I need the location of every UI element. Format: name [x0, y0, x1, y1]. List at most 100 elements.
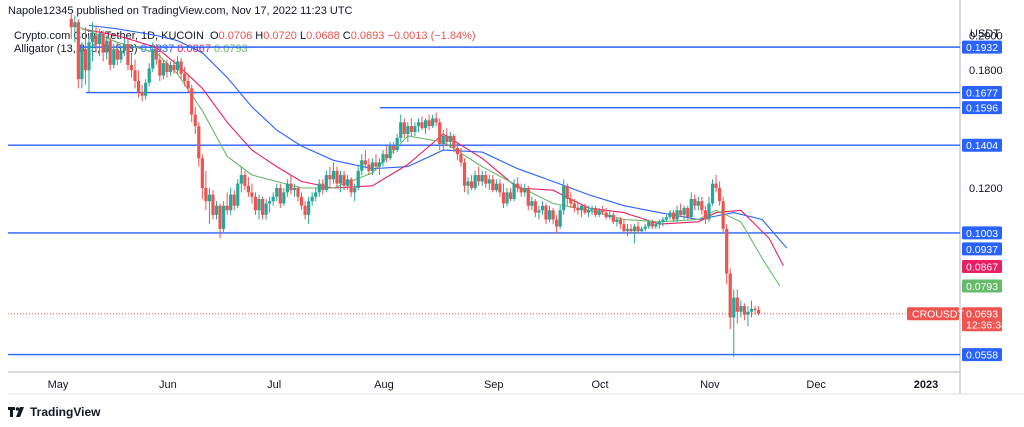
level-badge-bg	[962, 138, 1002, 152]
candle-body	[129, 64, 134, 71]
candle-body	[696, 201, 700, 206]
candle-body	[200, 158, 204, 188]
currency-label: USDT	[970, 28, 1000, 40]
candle-body	[661, 219, 665, 222]
candle-body	[700, 201, 704, 211]
candle-body	[533, 201, 537, 213]
candle-body	[144, 82, 148, 96]
tradingview-brand: TradingView	[30, 405, 101, 419]
candle-body	[604, 212, 608, 218]
candle-body	[452, 135, 456, 149]
symbol-name[interactable]: Crypto.com Coin / Tether, 1D, KUCOIN	[14, 30, 204, 42]
candle-body	[356, 170, 360, 188]
candle-body	[285, 183, 289, 193]
candle-body	[307, 201, 311, 215]
last-price-badge-bg	[962, 307, 1002, 332]
x-tick-label: Jun	[159, 379, 177, 391]
candle-body	[601, 210, 605, 213]
candle-body	[664, 217, 669, 220]
indicator-badge-bg	[962, 242, 1002, 256]
candle-body	[204, 187, 208, 202]
candle-body	[346, 179, 350, 186]
candle-body	[303, 205, 307, 215]
candle-body	[190, 88, 194, 115]
candle-body	[98, 33, 102, 45]
candle-body	[462, 162, 467, 186]
candle-body	[707, 203, 711, 220]
y-tick-label: 0.2000	[969, 31, 1003, 43]
candle-body	[647, 221, 651, 227]
candle-body	[349, 179, 353, 193]
candle-body	[229, 194, 233, 211]
candle-body	[735, 297, 739, 312]
candle-body	[505, 192, 509, 204]
candle-body	[756, 310, 761, 314]
candle-body	[83, 49, 88, 71]
candle-body	[296, 187, 300, 197]
candle-body	[455, 148, 460, 155]
candle-body	[207, 194, 212, 202]
candle-body	[87, 42, 91, 71]
candle-body	[530, 201, 534, 206]
candle-body	[732, 297, 736, 318]
candle-body	[494, 183, 498, 191]
symbol-tag-text: CROUSDT	[912, 309, 965, 321]
candle-body	[239, 175, 243, 184]
candle-body	[165, 63, 169, 73]
candle-body	[384, 154, 389, 159]
ohlc-close-label: C	[342, 30, 351, 42]
candle-body	[498, 183, 502, 193]
candle-body	[611, 214, 615, 222]
candle-body	[367, 164, 371, 171]
level-badge-text: 0.1932	[966, 42, 998, 54]
candle-body	[193, 114, 197, 127]
candle-body	[597, 210, 601, 215]
candle-body	[643, 226, 647, 229]
candle-body	[558, 210, 562, 227]
candle-body	[654, 224, 658, 227]
candle-body	[693, 199, 697, 206]
candle-body	[718, 187, 722, 202]
candle-body	[739, 306, 743, 312]
candle-body	[158, 59, 162, 76]
candle-body	[459, 154, 463, 163]
x-tick-label: 2023	[914, 379, 938, 391]
candle-body	[76, 22, 80, 80]
candle-body	[508, 192, 513, 200]
level-badge-text: 0.1404	[966, 140, 998, 152]
candle-body	[105, 40, 109, 53]
candle-body	[328, 175, 332, 180]
candle-body	[629, 228, 633, 232]
y-tick-label: 0.1200	[969, 183, 1003, 195]
candle-body	[275, 187, 279, 197]
candle-body	[523, 187, 527, 193]
tradingview-logo[interactable]: TradingView	[8, 405, 100, 419]
candle-body	[431, 118, 435, 127]
ohlc-low-value: 0.0688	[306, 30, 340, 42]
horizontal-levels	[8, 46, 960, 356]
candle-body	[423, 120, 428, 129]
ohlc-high-value: 0.0720	[263, 30, 297, 42]
candle-body	[392, 145, 396, 151]
candle-body	[579, 205, 584, 211]
candle-body	[466, 181, 470, 186]
indicator-badge-bg	[962, 279, 1002, 293]
candle-body	[406, 126, 410, 134]
candle-body	[211, 194, 215, 215]
candle-body	[686, 207, 690, 218]
candle-body	[243, 175, 247, 186]
alligator-teeth-line	[81, 28, 784, 267]
candle-body	[94, 35, 98, 45]
candle-body	[268, 201, 272, 204]
candle-body	[590, 207, 594, 211]
candle-body	[753, 308, 757, 311]
level-badge-text: 0.1003	[966, 228, 998, 240]
ohlc-open-label: O	[209, 30, 219, 42]
ohlc-close-value: 0.0693	[350, 30, 385, 42]
candle-body	[264, 203, 268, 215]
candle-body	[555, 219, 559, 227]
x-tick-label: Nov	[700, 379, 720, 391]
candle-body	[721, 201, 725, 229]
